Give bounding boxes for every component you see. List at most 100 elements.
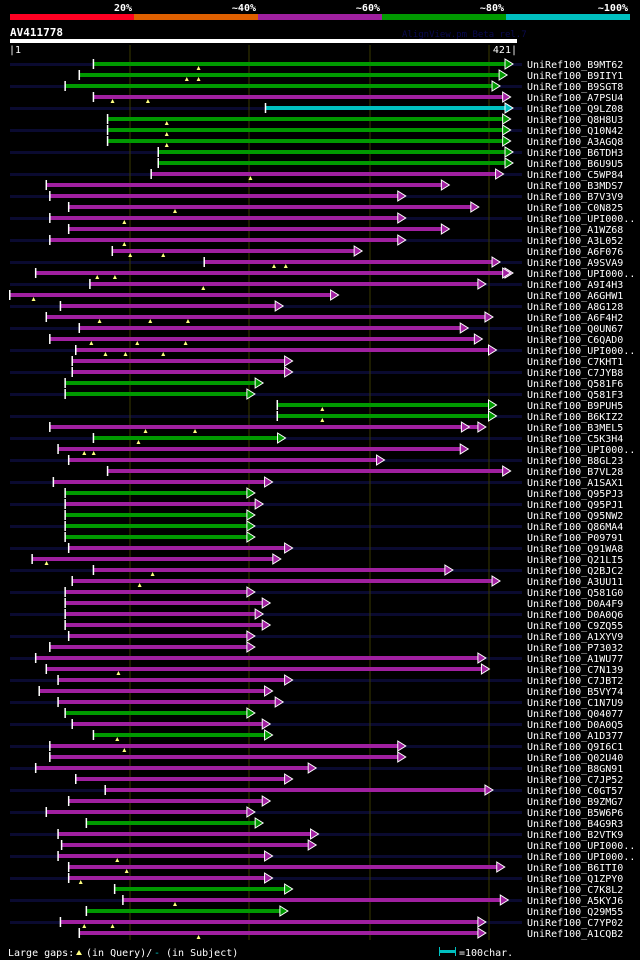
hit-row[interactable]: UniRef100_C5WP84 <box>150 168 623 181</box>
hit-label[interactable]: UniRef100_B4G9R3 <box>527 819 623 830</box>
hit-label[interactable]: UniRef100_A7PSU4 <box>527 93 623 104</box>
hit-bar[interactable] <box>107 469 503 473</box>
hit-label[interactable]: UniRef100_B9SGT8 <box>527 82 623 93</box>
hit-row[interactable]: UniRef100_Q1ZPY0 <box>67 872 623 885</box>
hit-label[interactable]: UniRef100_Q04077 <box>527 709 623 720</box>
hit-bar[interactable] <box>32 557 273 561</box>
hit-label[interactable]: UniRef100_UPI000.. <box>527 214 635 225</box>
hit-row[interactable]: UniRef100_C7JP52 <box>75 773 623 786</box>
hit-label[interactable]: UniRef100_A1WZ68 <box>527 225 623 236</box>
hit-row[interactable]: UniRef100_P73032 <box>49 641 623 654</box>
hit-bar[interactable] <box>72 359 285 363</box>
hit-label[interactable]: UniRef100_C7JBT2 <box>527 676 623 687</box>
hit-row[interactable]: UniRef100_Q21LI5 <box>31 553 623 566</box>
hit-bar[interactable] <box>93 95 503 99</box>
hit-label[interactable]: UniRef100_B6ITI0 <box>527 863 623 874</box>
hit-label[interactable]: UniRef100_B8GL23 <box>527 456 623 467</box>
hit-row[interactable]: UniRef100_Q581F3 <box>64 388 623 401</box>
hit-row[interactable]: UniRef100_Q86MA4 <box>64 520 623 533</box>
hit-row[interactable]: UniRef100_UPI000.. <box>57 850 635 863</box>
hit-label[interactable]: UniRef100_A5KYJ6 <box>527 896 623 907</box>
hit-label[interactable]: UniRef100_Q02U40 <box>527 753 623 764</box>
hit-bar[interactable] <box>65 502 256 506</box>
hit-row[interactable]: UniRef100_B9PUH5 <box>276 399 624 412</box>
hit-row[interactable]: UniRef100_C7YP02 <box>59 916 624 929</box>
hit-row[interactable]: UniRef100_A9SVA9 <box>203 256 623 269</box>
hit-row[interactable]: UniRef100_B9SGT8 <box>64 80 623 93</box>
hit-label[interactable]: UniRef100_A1WU77 <box>527 654 623 665</box>
hit-row[interactable]: UniRef100_UPI000.. <box>34 267 635 280</box>
hit-row[interactable]: UniRef100_A9I4H3 <box>89 278 623 291</box>
hit-bar[interactable] <box>61 843 309 847</box>
hit-row[interactable]: UniRef100_B6TDH3 <box>157 146 624 159</box>
hit-label[interactable]: UniRef100_B8GN91 <box>527 764 623 775</box>
hit-bar[interactable] <box>93 62 505 66</box>
hit-row[interactable]: UniRef100_Q2BJC2 <box>92 564 624 577</box>
hit-bar[interactable] <box>265 106 505 110</box>
hit-bar[interactable] <box>79 326 461 330</box>
hit-row[interactable]: UniRef100_B7V3V9 <box>49 190 623 203</box>
hit-bar[interactable] <box>79 73 500 77</box>
hit-bar[interactable] <box>107 128 503 132</box>
hit-row[interactable]: UniRef100_C7N139 <box>45 663 624 676</box>
hit-bar[interactable] <box>46 810 247 814</box>
hit-row[interactable]: UniRef100_UPI000.. <box>49 212 635 225</box>
hit-bar[interactable] <box>65 491 247 495</box>
hit-row[interactable]: UniRef100_B5VY74 <box>38 685 623 698</box>
hit-row[interactable]: UniRef100_C9ZQ55 <box>64 619 623 632</box>
hit-label[interactable]: UniRef100_Q8H8U3 <box>527 115 623 126</box>
hit-label[interactable]: UniRef100_Q0UN67 <box>527 324 623 335</box>
hit-bar[interactable] <box>53 480 265 484</box>
hit-bar[interactable] <box>68 227 442 231</box>
hit-row[interactable]: UniRef100_Q581F6 <box>64 377 623 390</box>
hit-label[interactable]: UniRef100_Q2BJC2 <box>527 566 623 577</box>
hit-label[interactable]: UniRef100_Q9LZ08 <box>527 104 623 115</box>
hit-row[interactable]: UniRef100_C5K3H4 <box>92 432 624 445</box>
hit-row[interactable]: UniRef100_UPI000.. <box>57 443 635 456</box>
hit-row[interactable]: UniRef100_B9IIY1 <box>78 69 624 82</box>
hit-bar[interactable] <box>58 700 276 704</box>
hit-row[interactable]: UniRef100_C0N825 <box>67 201 623 214</box>
hit-label[interactable]: UniRef100_A3UU11 <box>527 577 623 588</box>
hit-bar[interactable] <box>123 898 501 902</box>
hit-row[interactable]: UniRef100_B2VTK9 <box>57 828 623 841</box>
hit-label[interactable]: UniRef100_B6U9U5 <box>527 159 623 170</box>
hit-label[interactable]: UniRef100_A1XYV9 <box>527 632 623 643</box>
hit-row[interactable]: UniRef100_A6F076 <box>111 245 624 258</box>
hit-bar[interactable] <box>65 590 247 594</box>
hit-bar[interactable] <box>50 337 475 341</box>
hit-bar[interactable] <box>65 513 247 517</box>
hit-bar[interactable] <box>158 161 506 165</box>
hit-row[interactable]: UniRef100_A1CQB2 <box>78 927 624 940</box>
hit-bar[interactable] <box>112 249 355 253</box>
hit-row[interactable]: UniRef100_Q95NW2 <box>64 509 623 522</box>
hit-row[interactable]: UniRef100_B3MDS7 <box>45 179 624 192</box>
hit-bar[interactable] <box>50 744 398 748</box>
hit-bar[interactable] <box>107 139 503 143</box>
hit-bar[interactable] <box>68 634 247 638</box>
hit-bar[interactable] <box>39 689 265 693</box>
hit-bar[interactable] <box>277 403 489 407</box>
hit-label[interactable]: UniRef100_B3MEL5 <box>527 423 623 434</box>
hit-row[interactable]: UniRef100_Q9LZ08 <box>264 102 624 115</box>
hit-bar[interactable] <box>58 678 285 682</box>
hit-row[interactable]: UniRef100_Q95PJ1 <box>64 498 623 511</box>
hit-label[interactable]: UniRef100_A1D377 <box>527 731 623 742</box>
hit-bar[interactable] <box>277 414 489 418</box>
hit-label[interactable]: UniRef100_C5K3H4 <box>527 434 623 445</box>
hit-row[interactable]: UniRef100_B4G9R3 <box>85 817 624 830</box>
hit-bar[interactable] <box>65 601 263 605</box>
hit-row[interactable]: UniRef100_D0A0Q6 <box>64 608 623 621</box>
hit-bar[interactable] <box>68 458 377 462</box>
hit-label[interactable]: UniRef100_C9ZQ55 <box>527 621 623 632</box>
hit-row[interactable]: UniRef100_Q29M55 <box>85 905 624 918</box>
hit-bar[interactable] <box>50 238 398 242</box>
hit-label[interactable]: UniRef100_C7YP02 <box>527 918 623 929</box>
hit-bar[interactable] <box>68 546 285 550</box>
hit-row[interactable]: UniRef100_A1D377 <box>92 729 624 742</box>
hit-row[interactable]: UniRef100_A5KYJ6 <box>122 894 623 907</box>
hit-row[interactable]: UniRef100_Q0UN67 <box>78 322 624 335</box>
hit-label[interactable]: UniRef100_B6KIZ2 <box>527 412 623 423</box>
hit-row[interactable]: UniRef100_A3UU11 <box>71 575 623 588</box>
hit-bar[interactable] <box>72 722 263 726</box>
